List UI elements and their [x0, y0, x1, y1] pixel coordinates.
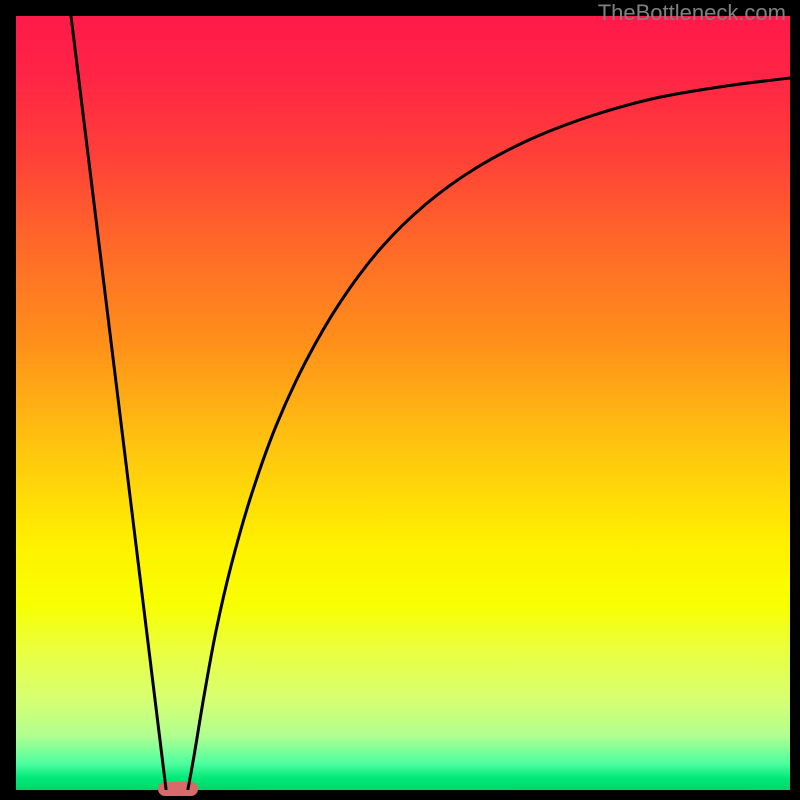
chart-root: TheBottleneck.com: [0, 0, 800, 800]
bottleneck-curve: [16, 16, 790, 790]
plot-area: [16, 16, 790, 790]
curve-right-segment: [188, 78, 790, 789]
curve-left-segment: [71, 16, 166, 789]
watermark-text: TheBottleneck.com: [598, 0, 786, 26]
